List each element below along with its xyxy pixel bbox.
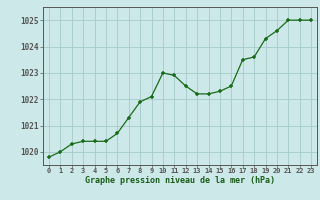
X-axis label: Graphe pression niveau de la mer (hPa): Graphe pression niveau de la mer (hPa) — [85, 176, 275, 185]
